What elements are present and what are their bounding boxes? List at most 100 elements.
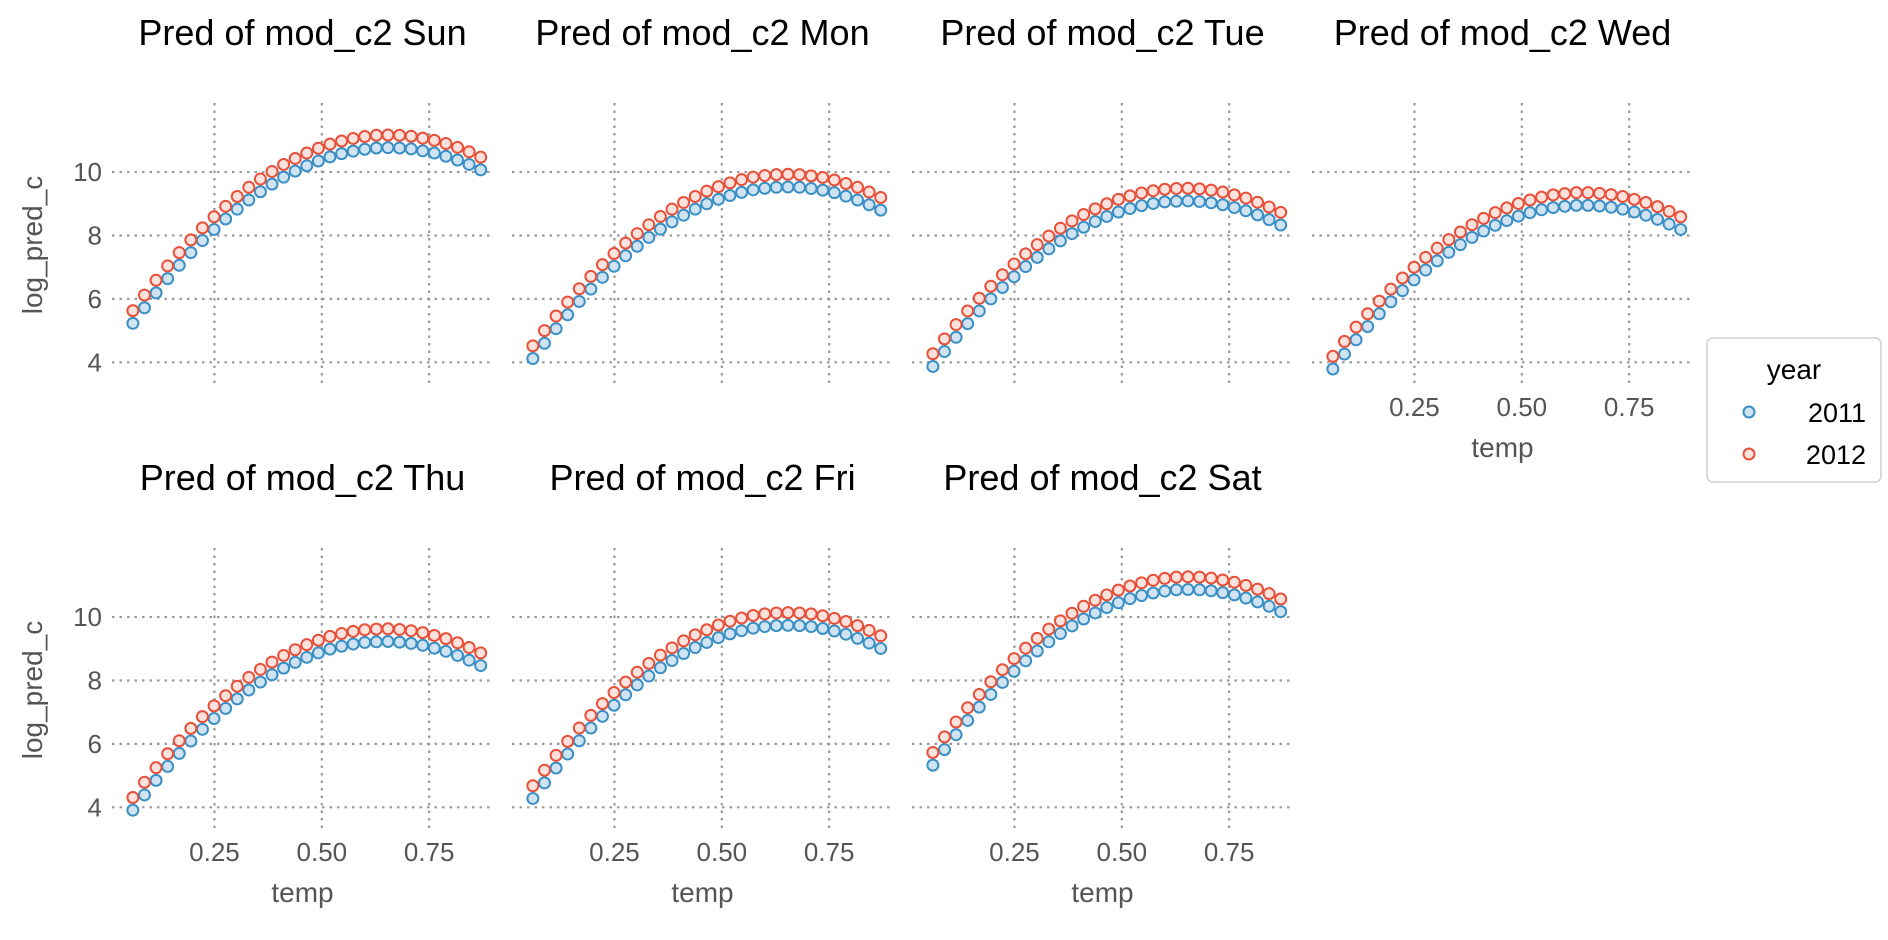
- data-point-2012: [1123, 579, 1137, 593]
- data-point-2011: [769, 180, 783, 194]
- data-point-2012: [265, 164, 279, 178]
- data-point-2011: [1123, 592, 1137, 606]
- data-point-2012: [665, 641, 679, 655]
- data-point-2011: [1030, 644, 1044, 658]
- data-point-2012: [1511, 196, 1525, 210]
- data-point-2012: [758, 169, 772, 183]
- data-point-2011: [1007, 664, 1021, 678]
- y-tick-label: 4: [88, 347, 102, 377]
- data-point-2012: [1535, 190, 1549, 204]
- data-point-2011: [746, 621, 760, 635]
- data-point-2011: [207, 222, 221, 236]
- data-point-2011: [984, 687, 998, 701]
- data-point-2011: [195, 234, 209, 248]
- x-axis-label: temp: [671, 877, 733, 908]
- data-point-2011: [561, 308, 575, 322]
- data-point-2012: [984, 675, 998, 689]
- data-point-2011: [323, 642, 337, 656]
- data-point-2012: [735, 173, 749, 187]
- data-point-2012: [1100, 197, 1114, 211]
- data-point-2011: [439, 644, 453, 658]
- data-point-2012: [300, 638, 314, 652]
- data-point-2012: [700, 184, 714, 198]
- data-point-2011: [937, 345, 951, 359]
- data-point-2011: [474, 659, 488, 673]
- data-point-2011: [1158, 195, 1172, 209]
- data-point-2011: [926, 359, 940, 373]
- data-point-2011: [207, 712, 221, 726]
- data-point-2012: [300, 146, 314, 160]
- data-point-2012: [1581, 186, 1595, 200]
- data-point-2012: [439, 632, 453, 646]
- data-point-2012: [1558, 187, 1572, 201]
- data-point-2012: [195, 221, 209, 235]
- data-point-2012: [1616, 189, 1630, 203]
- data-point-2011: [346, 637, 360, 651]
- data-point-2011: [653, 661, 667, 675]
- data-point-2011: [723, 189, 737, 203]
- data-point-2011: [1193, 195, 1207, 209]
- y-axis-label: log_pred_c: [17, 621, 48, 760]
- data-point-2012: [1111, 192, 1125, 206]
- data-point-2011: [288, 164, 302, 178]
- data-point-2011: [1465, 230, 1479, 244]
- data-point-2011: [537, 336, 551, 350]
- data-point-2012: [584, 708, 598, 722]
- data-point-2011: [677, 208, 691, 222]
- data-point-2011: [584, 721, 598, 735]
- data-point-2011: [642, 230, 656, 244]
- data-point-2012: [1349, 320, 1363, 334]
- data-point-2012: [277, 157, 291, 171]
- data-point-2012: [1604, 188, 1618, 202]
- data-point-2011: [1251, 595, 1265, 609]
- legend-title: year: [1767, 354, 1821, 385]
- data-point-2011: [184, 246, 198, 260]
- data-point-2011: [1488, 218, 1502, 232]
- data-point-2012: [1453, 225, 1467, 239]
- data-point-2011: [1227, 588, 1241, 602]
- data-point-2012: [1651, 200, 1665, 214]
- data-point-2011: [1500, 214, 1514, 228]
- data-point-2012: [723, 614, 737, 628]
- y-tick-label: 8: [88, 220, 102, 250]
- data-point-2011: [1146, 196, 1160, 210]
- data-point-2012: [242, 180, 256, 194]
- data-point-2012: [427, 628, 441, 642]
- data-point-2012: [1042, 622, 1056, 636]
- data-point-2012: [561, 295, 575, 309]
- data-point-2011: [758, 620, 772, 634]
- data-point-2012: [1204, 183, 1218, 197]
- data-point-2012: [323, 137, 337, 151]
- data-point-2011: [862, 198, 876, 212]
- data-point-2011: [1030, 250, 1044, 264]
- data-point-2011: [1662, 217, 1676, 231]
- data-point-2011: [816, 183, 830, 197]
- data-point-2012: [735, 611, 749, 625]
- data-point-2011: [769, 619, 783, 633]
- data-point-2012: [561, 734, 575, 748]
- data-point-2011: [804, 620, 818, 634]
- data-point-2012: [404, 624, 418, 638]
- data-point-2011: [711, 192, 725, 206]
- data-point-2011: [607, 259, 621, 273]
- data-point-2011: [839, 627, 853, 641]
- data-point-2012: [1042, 229, 1056, 243]
- data-point-2012: [595, 697, 609, 711]
- data-point-2012: [1639, 196, 1653, 210]
- data-point-2012: [711, 180, 725, 194]
- data-point-2011: [735, 624, 749, 638]
- data-point-2011: [1181, 582, 1195, 596]
- data-point-2011: [781, 180, 795, 194]
- data-point-2012: [1361, 307, 1375, 321]
- data-point-2012: [1169, 570, 1183, 584]
- data-point-2011: [416, 638, 430, 652]
- x-tick-label: 0.75: [1204, 837, 1255, 867]
- data-point-2012: [526, 339, 540, 353]
- data-point-2011: [451, 648, 465, 662]
- data-point-2012: [161, 747, 175, 761]
- data-point-2012: [126, 790, 140, 804]
- data-point-2011: [595, 709, 609, 723]
- data-point-2011: [126, 803, 140, 817]
- data-point-2011: [1007, 270, 1021, 284]
- data-point-2012: [184, 721, 198, 735]
